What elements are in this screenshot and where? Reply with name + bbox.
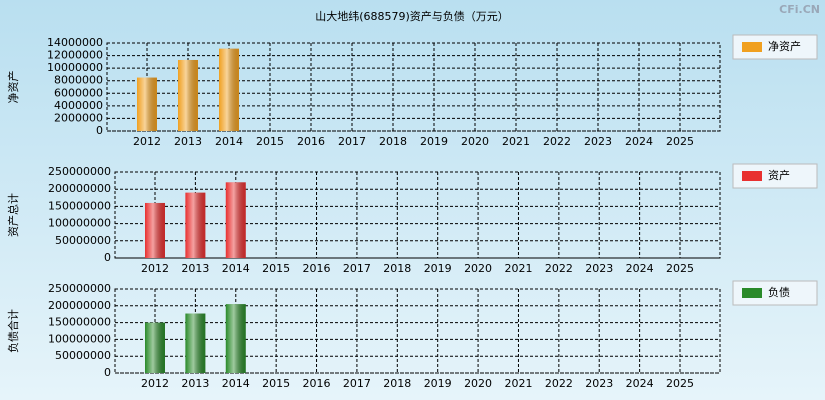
y-tick-label: 14000000 <box>47 36 103 49</box>
y-tick-label: 50000000 <box>55 234 111 247</box>
bar-shine <box>137 77 157 131</box>
x-tick-label: 2019 <box>420 135 448 148</box>
y-tick-label: 200000000 <box>48 182 111 195</box>
x-tick-label: 2017 <box>343 262 371 275</box>
legend-box <box>732 280 818 306</box>
x-tick-label: 2023 <box>585 377 613 390</box>
legend-swatch <box>742 42 762 52</box>
y-tick-label: 10000000 <box>47 61 103 74</box>
x-tick-label: 2024 <box>626 262 654 275</box>
y-tick-label: 12000000 <box>47 49 103 62</box>
bar-shine <box>225 182 246 258</box>
x-tick-label: 2012 <box>133 135 161 148</box>
x-tick-label: 2017 <box>338 135 366 148</box>
y-tick-label: 100000000 <box>48 217 111 230</box>
y-tick-label: 100000000 <box>48 332 111 345</box>
x-tick-label: 2016 <box>297 135 325 148</box>
x-tick-label: 2013 <box>174 135 202 148</box>
x-tick-label: 2012 <box>141 262 169 275</box>
y-tick-label: 250000000 <box>48 282 111 295</box>
x-tick-label: 2024 <box>625 135 653 148</box>
x-tick-label: 2013 <box>181 262 209 275</box>
x-tick-label: 2015 <box>262 262 290 275</box>
x-tick-label: 2025 <box>666 377 694 390</box>
y-tick-label: 150000000 <box>48 316 111 329</box>
x-tick-label: 2015 <box>262 377 290 390</box>
x-tick-label: 2025 <box>666 135 694 148</box>
x-tick-label: 2018 <box>379 135 407 148</box>
x-tick-label: 2024 <box>626 377 654 390</box>
y-tick-label: 0 <box>104 366 111 379</box>
legend-label: 净资产 <box>768 39 801 53</box>
x-tick-label: 2018 <box>383 262 411 275</box>
bar-shine <box>219 48 239 131</box>
x-tick-label: 2021 <box>504 262 532 275</box>
x-tick-label: 2016 <box>303 377 331 390</box>
x-tick-label: 2022 <box>545 377 573 390</box>
legend-swatch <box>742 288 762 298</box>
y-axis-label: 负债合计 <box>6 309 20 353</box>
bar-shine <box>178 59 198 131</box>
y-tick-label: 8000000 <box>54 74 103 87</box>
watermark: CFi.CN <box>779 3 820 16</box>
chart-title: 山大地纬(688579)资产与负债（万元） <box>315 9 509 23</box>
x-tick-label: 2015 <box>256 135 284 148</box>
bar-shine <box>185 313 206 373</box>
x-tick-label: 2022 <box>545 262 573 275</box>
bar-shine <box>145 202 165 258</box>
y-tick-label: 50000000 <box>55 349 111 362</box>
x-tick-label: 2014 <box>222 262 250 275</box>
x-tick-label: 2020 <box>461 135 489 148</box>
x-tick-label: 2020 <box>464 377 492 390</box>
x-tick-label: 2021 <box>502 135 530 148</box>
legend-swatch <box>742 171 762 181</box>
bar-shine <box>185 192 206 258</box>
y-tick-label: 150000000 <box>48 199 111 212</box>
x-tick-label: 2025 <box>666 262 694 275</box>
x-tick-label: 2020 <box>464 262 492 275</box>
y-tick-label: 2000000 <box>54 111 103 124</box>
y-axis-label: 净资产 <box>6 71 20 104</box>
bar-shine <box>145 322 165 373</box>
x-tick-label: 2013 <box>181 377 209 390</box>
x-tick-label: 2017 <box>343 377 371 390</box>
legend-label: 资产 <box>768 168 790 182</box>
x-tick-label: 2014 <box>222 377 250 390</box>
y-tick-label: 0 <box>96 124 103 137</box>
x-tick-label: 2018 <box>383 377 411 390</box>
y-tick-label: 0 <box>104 251 111 264</box>
x-tick-label: 2021 <box>504 377 532 390</box>
y-tick-label: 4000000 <box>54 99 103 112</box>
bar-shine <box>225 304 246 373</box>
x-tick-label: 2023 <box>584 135 612 148</box>
y-tick-label: 6000000 <box>54 86 103 99</box>
x-tick-label: 2022 <box>543 135 571 148</box>
x-tick-label: 2012 <box>141 377 169 390</box>
y-axis-label: 资产总计 <box>6 193 20 237</box>
x-tick-label: 2019 <box>424 262 452 275</box>
x-tick-label: 2014 <box>215 135 243 148</box>
x-tick-label: 2019 <box>424 377 452 390</box>
y-tick-label: 200000000 <box>48 299 111 312</box>
x-tick-label: 2016 <box>303 262 331 275</box>
y-tick-label: 250000000 <box>48 165 111 178</box>
x-tick-label: 2023 <box>585 262 613 275</box>
legend-label: 负债 <box>768 285 790 299</box>
